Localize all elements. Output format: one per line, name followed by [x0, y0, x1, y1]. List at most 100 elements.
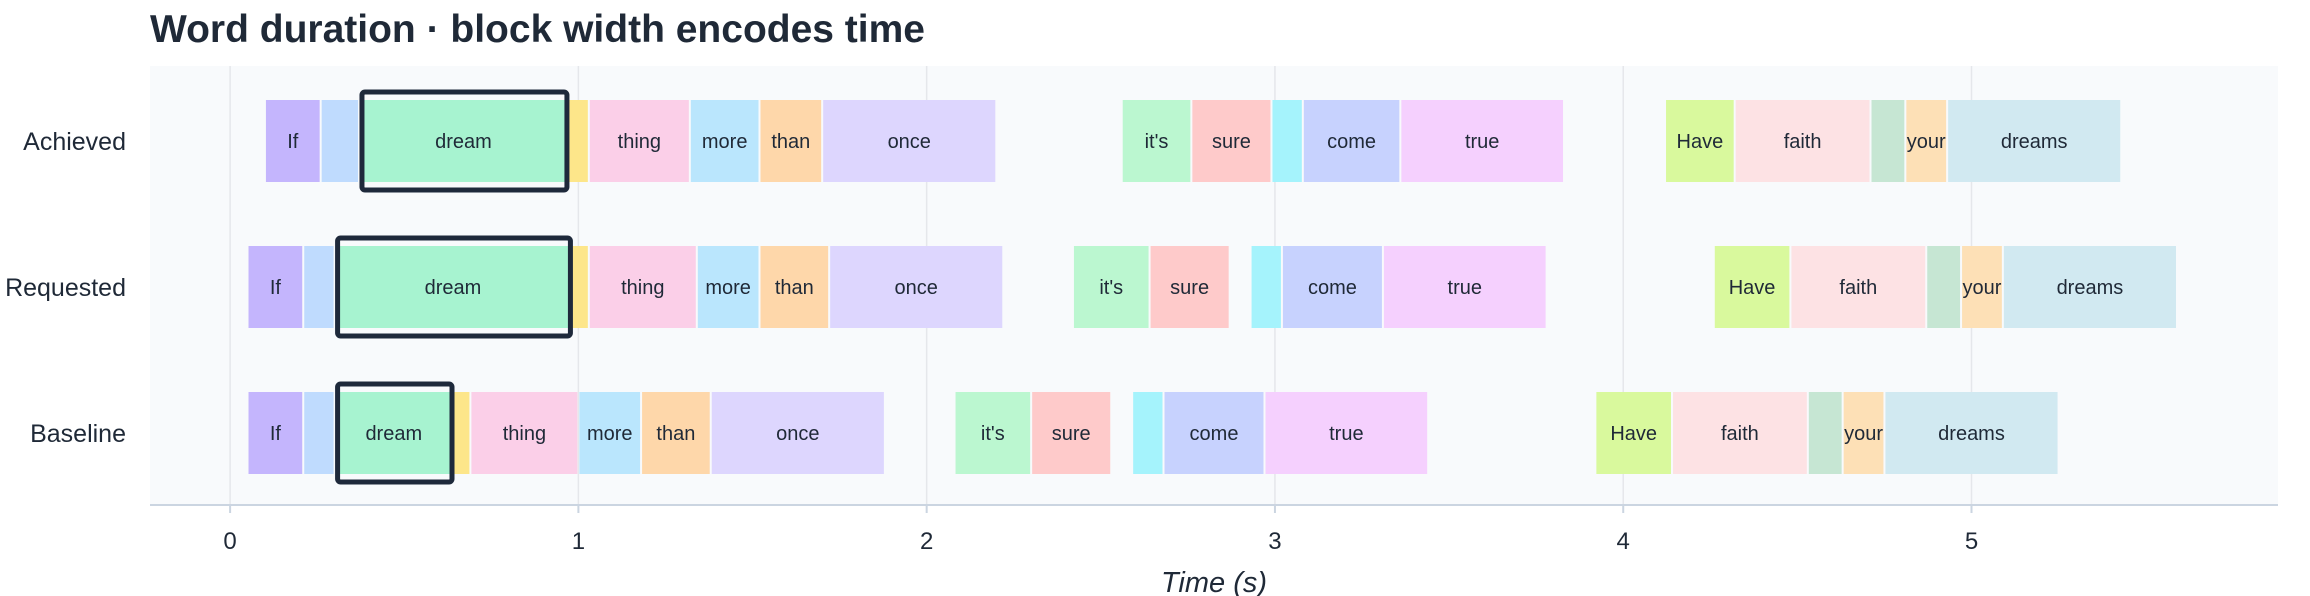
word-block [823, 100, 996, 182]
word-label: your [1907, 131, 1946, 153]
x-tick-label: 0 [223, 528, 236, 555]
word-block [1164, 392, 1264, 474]
word-block [572, 246, 588, 328]
word-block [568, 100, 588, 182]
word-label: come [1327, 131, 1376, 153]
word-label: once [895, 277, 938, 299]
word-block [1596, 392, 1671, 474]
word-block [1251, 246, 1281, 328]
chart-title: Word duration · block width encodes time [150, 8, 925, 51]
x-tick-label: 3 [1268, 528, 1281, 555]
word-block [1714, 246, 1790, 328]
word-block [1871, 100, 1905, 182]
word-block [2003, 246, 2176, 328]
word-label: more [587, 423, 633, 445]
word-label: come [1190, 423, 1239, 445]
word-block [589, 100, 689, 182]
word-label: it's [981, 423, 1005, 445]
word-block [697, 246, 759, 328]
word-label: Have [1610, 423, 1657, 445]
word-block [1150, 246, 1229, 328]
row-label: Achieved [23, 128, 126, 156]
word-label: than [656, 423, 695, 445]
x-axis-label: Time (s) [1161, 567, 1267, 596]
word-block [454, 392, 470, 474]
word-block [1735, 100, 1870, 182]
word-block [1133, 392, 1163, 474]
word-block [830, 246, 1003, 328]
word-block [335, 392, 453, 474]
word-label: sure [1170, 277, 1209, 299]
word-label: thing [503, 423, 546, 445]
word-label: true [1448, 277, 1482, 299]
word-label: once [776, 423, 819, 445]
word-label: sure [1052, 423, 1091, 445]
word-block [1808, 392, 1842, 474]
word-block [955, 392, 1031, 474]
x-axis-ticks: 0 1 2 3 4 5 [223, 505, 1978, 555]
word-block [1885, 392, 2058, 474]
word-label: dreams [1938, 423, 2005, 445]
word-label: dream [365, 423, 422, 445]
word-block [589, 246, 696, 328]
word-label: dream [425, 277, 482, 299]
word-block [760, 100, 822, 182]
word-label: If [270, 277, 282, 299]
word-label: than [775, 277, 814, 299]
word-block [1282, 246, 1382, 328]
row-requested: If dream thing more than once it's sure come true… [248, 235, 2176, 339]
word-block [1672, 392, 1807, 474]
word-block [1032, 392, 1111, 474]
word-block [304, 392, 334, 474]
word-block [1948, 100, 2121, 182]
word-label: dreams [2001, 131, 2068, 153]
word-block [1303, 100, 1400, 182]
word-block [642, 392, 710, 474]
word-block [321, 100, 358, 182]
word-label: Have [1729, 277, 1776, 299]
word-label: If [270, 423, 282, 445]
word-blocks: If dream thing more than once it's sure come true… [248, 89, 2176, 485]
word-block [248, 392, 303, 474]
x-tick-label: 2 [920, 528, 933, 555]
word-block [1383, 246, 1546, 328]
word-label: Have [1677, 131, 1724, 153]
word-label: faith [1784, 131, 1822, 153]
x-tick-label: 5 [1965, 528, 1978, 555]
word-label: If [287, 131, 299, 153]
word-label: it's [1099, 277, 1123, 299]
word-block [1962, 246, 2002, 328]
word-block [1401, 100, 1564, 182]
word-label: dream [435, 131, 492, 153]
word-label: more [705, 277, 751, 299]
word-label: faith [1721, 423, 1759, 445]
word-block [760, 246, 829, 328]
word-label: once [888, 131, 931, 153]
word-label: true [1329, 423, 1363, 445]
word-label: sure [1212, 131, 1251, 153]
word-block [579, 392, 641, 474]
row-label: Requested [5, 274, 126, 302]
word-label: thing [621, 277, 664, 299]
word-block [1122, 100, 1191, 182]
word-block [1265, 392, 1428, 474]
word-block [248, 246, 303, 328]
word-label: dreams [2057, 277, 2124, 299]
word-label: true [1465, 131, 1499, 153]
word-label: come [1308, 277, 1357, 299]
word-block [359, 100, 567, 182]
word-block [690, 100, 759, 182]
row-labels: Achieved Requested Baseline [5, 128, 126, 448]
word-block [335, 246, 571, 328]
word-block [1272, 100, 1302, 182]
word-label: than [771, 131, 810, 153]
highlight-outline [359, 89, 570, 193]
word-block [1843, 392, 1884, 474]
highlight-outline [335, 235, 573, 339]
word-label: it's [1145, 131, 1169, 153]
row-baseline: If dream thing more than once it's sure come true… [248, 381, 2058, 485]
word-block [471, 392, 578, 474]
x-tick-label: 1 [572, 528, 585, 555]
